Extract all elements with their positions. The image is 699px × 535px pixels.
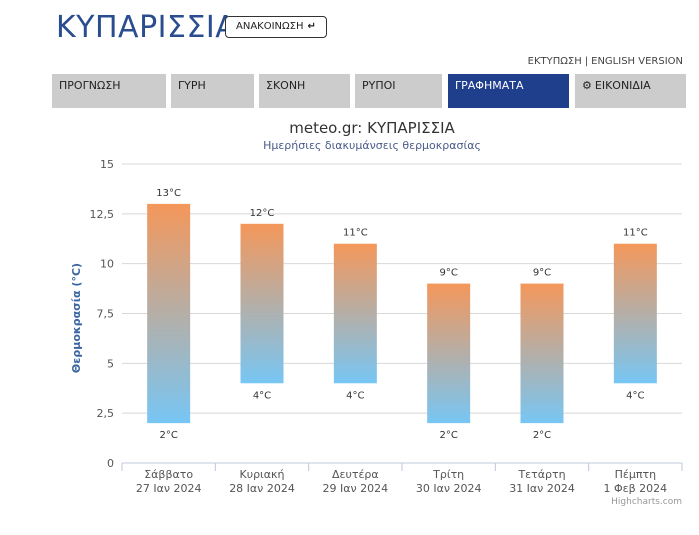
chart-subtitle: Ημερήσιες διακυμάνσεις θερμοκρασίας xyxy=(263,139,481,152)
x-tick-day: Σάββατο xyxy=(144,468,193,481)
temperature-bar xyxy=(613,243,657,384)
chart-title: meteo.gr: ΚΥΠΑΡΙΣΣΙΑ xyxy=(289,119,455,137)
announcement-button[interactable]: ΑΝΑΚΟΙΝΩΣΗ ↵ xyxy=(225,16,327,38)
announcement-label: ΑΝΑΚΟΙΝΩΣΗ xyxy=(236,21,304,32)
tab-pollutants[interactable]: ΡΥΠΟΙ xyxy=(355,74,442,108)
gear-icon: ⚙ xyxy=(582,79,592,92)
x-tick-date: 28 Ιαν 2024 xyxy=(229,482,295,495)
x-tick-date: 27 Ιαν 2024 xyxy=(136,482,202,495)
tab-label: ΓΡΑΦΗΜΑΤΑ xyxy=(455,79,524,92)
y-tick-label: 7,5 xyxy=(97,308,115,321)
high-temp-label: 9°C xyxy=(533,268,551,279)
tab-forecast[interactable]: ΠΡΟΓΝΩΣΗ xyxy=(52,74,166,108)
high-temp-label: 13°C xyxy=(156,188,181,199)
arrow-return-icon: ↵ xyxy=(307,21,316,32)
x-tick-date: 29 Ιαν 2024 xyxy=(323,482,389,495)
tab-charts[interactable]: ΓΡΑΦΗΜΑΤΑ xyxy=(448,74,569,108)
nav-tabs: ΠΡΟΓΝΩΣΗ ΓΥΡΗ ΣΚΟΝΗ ΡΥΠΟΙ ΓΡΑΦΗΜΑΤΑ ⚙ ΕΙΚ… xyxy=(52,74,686,108)
temperature-bar xyxy=(240,223,284,384)
low-temp-label: 4°C xyxy=(253,390,271,401)
tab-label: ΣΚΟΝΗ xyxy=(266,79,306,92)
high-temp-label: 12°C xyxy=(250,208,275,219)
english-version-link[interactable]: ENGLISH VERSION xyxy=(591,56,683,67)
temperature-bar xyxy=(147,203,191,424)
x-tick-day: Τετάρτη xyxy=(517,468,565,481)
top-links: ΕΚΤΥΠΩΣΗ | ENGLISH VERSION xyxy=(528,56,683,67)
tab-label: ΠΡΟΓΝΩΣΗ xyxy=(59,79,121,92)
link-separator: | xyxy=(584,56,589,67)
temperature-bar xyxy=(333,243,377,384)
x-tick-date: 30 Ιαν 2024 xyxy=(416,482,482,495)
print-link[interactable]: ΕΚΤΥΠΩΣΗ xyxy=(527,56,582,67)
tab-pollen[interactable]: ΓΥΡΗ xyxy=(171,74,254,108)
low-temp-label: 4°C xyxy=(346,390,364,401)
x-tick-day: Δευτέρα xyxy=(332,468,379,481)
y-tick-label: 12,5 xyxy=(90,208,115,221)
tab-widgets[interactable]: ⚙ ΕΙΚΟΝΙΔΙΑ xyxy=(575,74,686,108)
low-temp-label: 4°C xyxy=(626,390,644,401)
tab-label: ΡΥΠΟΙ xyxy=(362,79,396,92)
y-tick-label: 2,5 xyxy=(97,407,115,420)
chart-credits: Highcharts.com xyxy=(611,497,682,507)
x-tick-date: 31 Ιαν 2024 xyxy=(509,482,575,495)
tab-dust[interactable]: ΣΚΟΝΗ xyxy=(259,74,350,108)
y-tick-label: 0 xyxy=(107,457,114,470)
high-temp-label: 11°C xyxy=(623,228,648,239)
high-temp-label: 11°C xyxy=(343,228,368,239)
low-temp-label: 2°C xyxy=(159,430,177,441)
x-tick-day: Πέμπτη xyxy=(615,468,656,481)
y-tick-label: 10 xyxy=(100,258,114,271)
x-tick-date: 1 Φεβ 2024 xyxy=(604,482,668,495)
temperature-bar xyxy=(427,283,471,424)
y-tick-label: 5 xyxy=(107,357,114,370)
x-tick-day: Τρίτη xyxy=(432,468,464,481)
low-temp-label: 2°C xyxy=(533,430,551,441)
tab-label: ΕΙΚΟΝΙΔΙΑ xyxy=(594,79,651,92)
page-title: ΚΥΠΑΡΙΣΣΙΑ xyxy=(56,10,237,45)
temperature-chart: meteo.gr: ΚΥΠΑΡΙΣΣΙΑ Ημερήσιες διακυμάνσ… xyxy=(70,119,683,507)
y-tick-label: 15 xyxy=(100,158,114,171)
y-axis-label: Θερμοκρασία (°C) xyxy=(70,263,83,373)
temperature-bar xyxy=(520,283,564,424)
tab-label: ΓΥΡΗ xyxy=(178,79,206,92)
x-tick-day: Κυριακή xyxy=(240,468,285,481)
high-temp-label: 9°C xyxy=(439,268,457,279)
low-temp-label: 2°C xyxy=(439,430,457,441)
